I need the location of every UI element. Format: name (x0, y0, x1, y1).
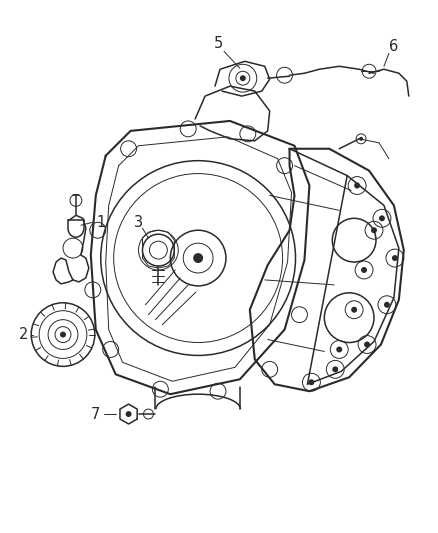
Circle shape (240, 75, 246, 81)
Circle shape (384, 302, 390, 308)
Circle shape (361, 267, 367, 273)
Circle shape (126, 411, 131, 417)
Circle shape (392, 255, 398, 261)
Circle shape (60, 332, 66, 337)
Circle shape (364, 342, 370, 348)
Text: 2: 2 (18, 327, 28, 342)
Text: 5: 5 (213, 36, 223, 51)
Circle shape (371, 227, 377, 233)
Text: 7: 7 (91, 407, 100, 422)
Text: 1: 1 (96, 215, 106, 230)
Circle shape (354, 182, 360, 189)
Circle shape (336, 346, 342, 352)
Circle shape (193, 253, 203, 263)
Circle shape (308, 379, 314, 385)
Circle shape (351, 307, 357, 313)
Circle shape (332, 366, 338, 373)
Circle shape (359, 137, 363, 141)
Circle shape (379, 215, 385, 221)
Text: 6: 6 (389, 39, 399, 54)
Text: 3: 3 (134, 215, 143, 230)
